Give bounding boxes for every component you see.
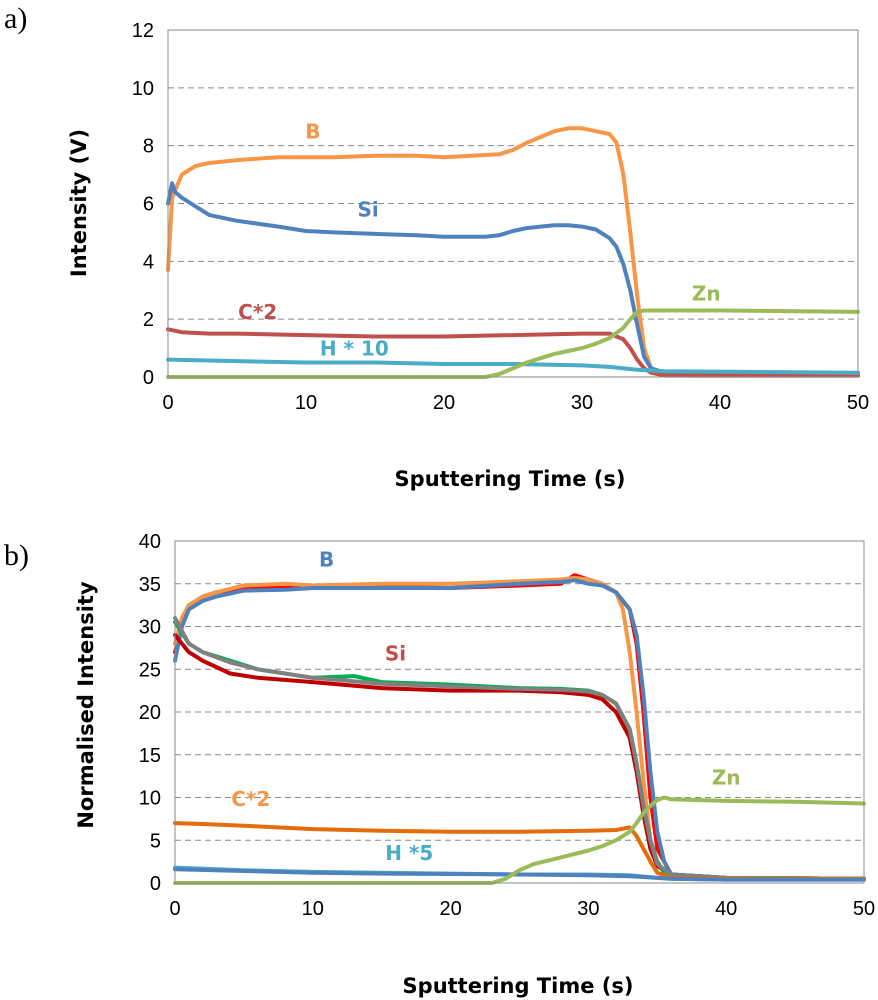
panel-a-series-annotation: Si bbox=[357, 198, 378, 222]
panel-a-gridlines bbox=[168, 29, 858, 320]
panel-b-x-tick-label: 0 bbox=[169, 898, 180, 920]
panel-a-x-tick-label: 40 bbox=[709, 392, 731, 414]
panel-b-y-tick-label: 40 bbox=[139, 531, 161, 553]
panel-a-y-tick-label: 0 bbox=[143, 367, 154, 389]
panel-b-y-tick-label: 15 bbox=[139, 745, 161, 767]
panel-b-y-tick-label: 0 bbox=[150, 873, 161, 895]
panel-a-series-annotation: Zn bbox=[692, 281, 721, 305]
panel-b-y-tick-labels: 0 5 10 15 20 25 30 35 40 bbox=[139, 531, 161, 895]
panel-a-series-annotation: C*2 bbox=[238, 300, 277, 324]
panel-a-series-line-3 bbox=[166, 357, 860, 375]
panel-a-x-tick-label: 0 bbox=[162, 392, 173, 414]
panel-a-series-line-4 bbox=[166, 308, 860, 379]
panel-a-y-tick-label: 2 bbox=[143, 309, 154, 331]
panel-a-plot-frame bbox=[167, 29, 859, 378]
panel-a-series-annotation: B bbox=[305, 119, 320, 143]
panel-a-series bbox=[166, 126, 860, 379]
panel-a-series-line-0 bbox=[166, 126, 860, 378]
panel-b-series-annotation: Si bbox=[385, 642, 406, 666]
panel-a-annotations: B Si C*2 H * 10 Zn bbox=[238, 119, 720, 360]
panel-b-series-line-9 bbox=[173, 795, 866, 885]
panel-b-y-axis-title: Normalised Intensity bbox=[74, 581, 98, 829]
panel-b-series-annotation: C*2 bbox=[231, 787, 270, 811]
panel-b-y-tick-label: 10 bbox=[139, 788, 161, 810]
panel-a-y-tick-label: 8 bbox=[143, 136, 154, 158]
panel-b-x-tick-label: 40 bbox=[715, 898, 737, 920]
panel-a-x-tick-label: 30 bbox=[571, 392, 593, 414]
panel-a-x-tick-label: 20 bbox=[433, 392, 455, 414]
panel-b-y-tick-label: 30 bbox=[139, 617, 161, 639]
panel-a-y-tick-label: 12 bbox=[132, 20, 154, 42]
panel-a-x-tick-label: 50 bbox=[847, 392, 869, 414]
panel-b-series-annotation: Zn bbox=[712, 766, 741, 790]
panel-a-axes bbox=[167, 29, 859, 378]
panel-b-y-tick-label: 35 bbox=[139, 574, 161, 596]
panel-b-series bbox=[173, 573, 866, 885]
panel-b-y-tick-label: 5 bbox=[150, 830, 161, 852]
panel-a-y-axis-title: Intensity (V) bbox=[67, 129, 91, 277]
panel-b-x-tick-label: 30 bbox=[577, 898, 599, 920]
panel-b-plot-frame bbox=[174, 540, 865, 884]
panel-a-series-annotation: H * 10 bbox=[320, 336, 389, 360]
panel-b: b) 0 5 10 15 20 25 30 35 40 0 10 20 30 40 50 B Si C*2 H … bbox=[4, 531, 875, 998]
panel-b-x-tick-label: 20 bbox=[439, 898, 461, 920]
panel-b-series-line-2 bbox=[173, 578, 866, 881]
panel-a-x-tick-labels: 0 10 20 30 40 50 bbox=[162, 392, 869, 414]
panel-b-series-line-6 bbox=[173, 821, 866, 881]
panel-b-y-tick-label: 25 bbox=[139, 659, 161, 681]
panel-a-y-tick-label: 6 bbox=[143, 194, 154, 216]
panel-b-x-tick-label: 50 bbox=[853, 898, 875, 920]
panel-b-series-annotation: B bbox=[319, 548, 334, 572]
panel-b-x-tick-labels: 0 10 20 30 40 50 bbox=[169, 898, 875, 920]
panel-a-y-tick-label: 10 bbox=[132, 78, 154, 100]
panel-b-axes bbox=[174, 540, 865, 884]
panel-a-y-tick-labels: 0 2 4 6 8 10 12 bbox=[132, 20, 154, 389]
panel-b-series-annotation: H *5 bbox=[385, 841, 433, 865]
panel-b-annotations: B Si C*2 H *5 Zn bbox=[231, 548, 740, 865]
panel-b-series-line-5 bbox=[173, 616, 866, 881]
panel-a-label: a) bbox=[4, 2, 27, 35]
panel-b-label: b) bbox=[4, 539, 29, 572]
panel-b-x-axis-title: Sputtering Time (s) bbox=[403, 974, 634, 998]
panel-a-y-tick-label: 4 bbox=[143, 251, 154, 273]
panel-a-series-line-1 bbox=[166, 181, 860, 377]
panel-a-x-tick-label: 10 bbox=[295, 392, 317, 414]
panel-a-x-axis-title: Sputtering Time (s) bbox=[395, 467, 626, 491]
panel-b-y-tick-label: 20 bbox=[139, 702, 161, 724]
panel-b-x-tick-label: 10 bbox=[302, 898, 324, 920]
panel-b-series-line-8 bbox=[173, 867, 866, 882]
